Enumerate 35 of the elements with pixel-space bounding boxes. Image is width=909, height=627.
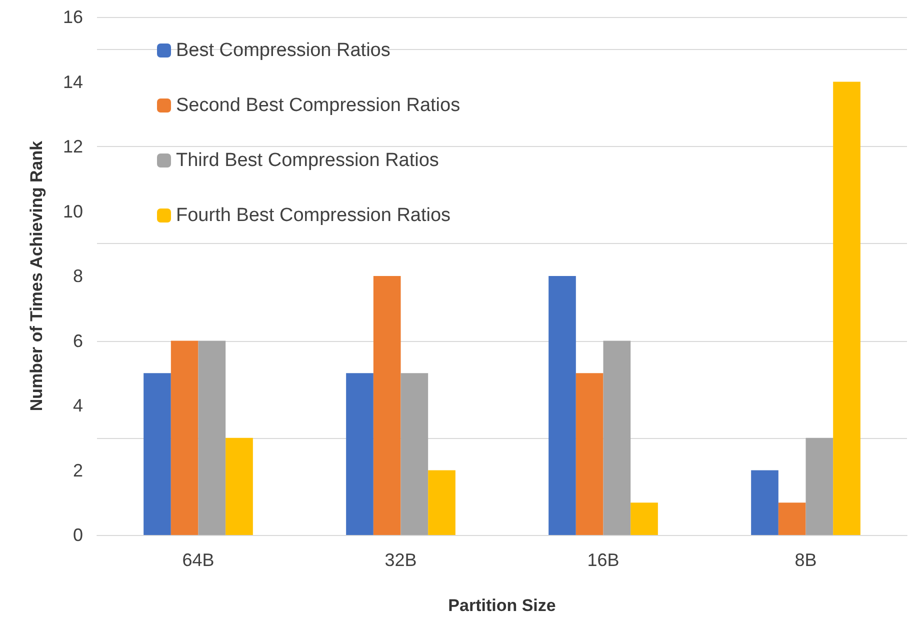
y-tick-label: 6 [72, 330, 83, 351]
bar [778, 502, 806, 535]
bar [603, 340, 631, 535]
x-tick-label: 32B [384, 550, 417, 570]
legend-label: Third Best Compression Ratios [176, 150, 439, 171]
bar [198, 340, 226, 535]
x-tick-label: 64B [182, 550, 214, 570]
bar [630, 502, 658, 535]
bar [346, 373, 374, 535]
bar [576, 373, 604, 535]
y-axis-title: Number of Times Achieving Rank [27, 140, 46, 412]
x-tick-label: 16B [587, 550, 620, 570]
bar [400, 373, 428, 535]
y-tick-label: 14 [62, 72, 83, 92]
y-tick-label: 2 [72, 460, 83, 480]
bar [833, 82, 860, 535]
y-tick-label: 0 [72, 525, 83, 545]
y-tick-label: 10 [62, 201, 83, 222]
y-tick-label: 8 [72, 266, 83, 286]
bar [428, 470, 456, 535]
legend-label: Fourth Best Compression Ratios [176, 205, 451, 226]
bar [226, 438, 253, 535]
bar [806, 438, 834, 535]
bar [373, 276, 401, 535]
bar [144, 373, 171, 535]
y-tick-label: 12 [62, 136, 83, 156]
bar [548, 276, 576, 535]
y-tick-label: 16 [62, 7, 83, 27]
bar [170, 340, 198, 535]
x-axis-title: Partition Size [448, 596, 556, 615]
bar [751, 470, 778, 535]
x-tick-label: 8B [794, 550, 817, 570]
legend-label: Second Best Compression Ratios [176, 95, 460, 116]
legend-label: Best Compression Ratios [176, 40, 390, 61]
y-tick-label: 4 [72, 396, 83, 416]
